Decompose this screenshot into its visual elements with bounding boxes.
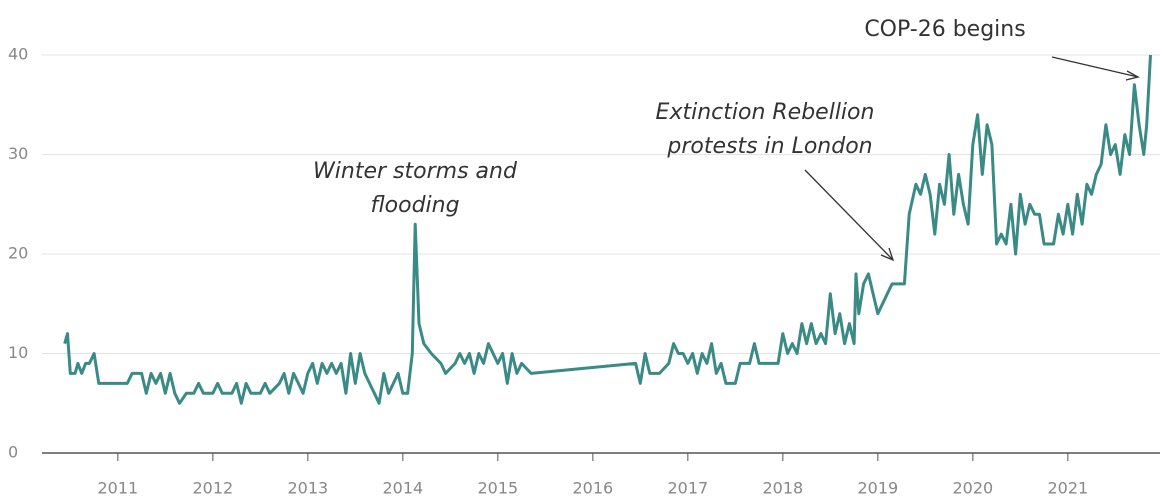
annotation: Extinction Rebellion	[656, 100, 875, 125]
x-tick-label: 2012	[192, 479, 233, 498]
arrow	[1051, 56, 1139, 78]
annotation: COP-26 begins	[864, 17, 1025, 42]
y-tick-label: 10	[8, 343, 28, 362]
x-tick-label: 2020	[952, 479, 993, 498]
x-tick-label: 2017	[667, 479, 708, 498]
x-tick-label: 2019	[857, 479, 898, 498]
arrow	[804, 169, 894, 261]
y-tick-label: 0	[8, 443, 18, 462]
annotation: Winter storms and	[313, 159, 518, 184]
arrow-head	[1125, 70, 1140, 81]
x-tick-label: 2011	[97, 479, 138, 498]
annotation: flooding	[370, 193, 459, 218]
y-tick-label: 30	[8, 144, 28, 163]
x-tick-label: 2015	[477, 479, 518, 498]
arrow-head	[880, 247, 895, 262]
x-tick-label: 2013	[287, 479, 328, 498]
y-tick-label: 40	[8, 45, 28, 64]
x-tick-label: 2021	[1047, 479, 1088, 498]
annotation: protests in London	[666, 134, 872, 159]
x-tick-label: 2016	[572, 479, 613, 498]
annotations: Winter storms and flooding Extinction Re…	[313, 17, 1140, 262]
plot: 0 10 20 30 40 2011 2012 2013 2014 2015 2016 2017 201…	[8, 45, 1160, 498]
x-tick-label: 2014	[382, 479, 423, 498]
line	[63, 54, 1152, 405]
x-tick-label: 2018	[762, 479, 803, 498]
y-tick-label: 20	[8, 244, 28, 263]
